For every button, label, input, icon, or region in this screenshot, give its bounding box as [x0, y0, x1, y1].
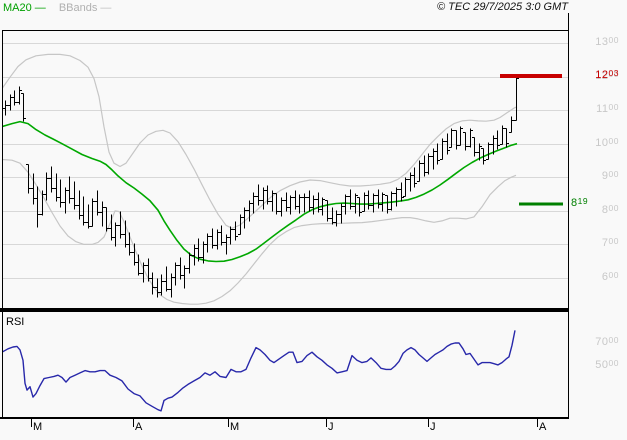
rsi-tick-label: 7000 [595, 334, 619, 349]
support-level-label: 819 [571, 195, 589, 210]
price-tick-label: 700 [601, 235, 619, 250]
price-tick-label: 1000 [595, 135, 619, 150]
resistance-level-label: 1203 [595, 67, 619, 82]
price-tick-label: 900 [601, 168, 619, 183]
month-tick-label: A [539, 421, 547, 433]
legend-ma20-label: MA20 [3, 2, 32, 14]
month-tick-label: M [33, 421, 43, 433]
month-tick-label: M [230, 421, 240, 433]
price-pane [2, 43, 569, 305]
copyright-text: © TEC 29/7/2025 3:0 GMT [437, 1, 568, 13]
ma20-line-swatch: — [34, 2, 46, 14]
legend: MA20— BBands — [3, 2, 111, 14]
rsi-pane-label: RSI [6, 316, 25, 328]
chart-frame [0, 13, 569, 427]
bbands-line-swatch: — [100, 2, 112, 14]
price-tick-label: 800 [601, 202, 619, 217]
month-tick-label: A [135, 421, 143, 433]
rsi-pane [2, 330, 516, 412]
legend-bbands-label: BBands [58, 2, 98, 14]
month-tick-label: J [328, 421, 334, 433]
price-tick-label: 1300 [595, 34, 619, 49]
rsi-tick-label: 5000 [595, 357, 619, 372]
price-tick-label: 600 [601, 269, 619, 284]
price-tick-label: 1100 [596, 101, 619, 116]
price-tick-label: 1200 [595, 68, 619, 83]
month-tick-label: J [430, 421, 436, 433]
